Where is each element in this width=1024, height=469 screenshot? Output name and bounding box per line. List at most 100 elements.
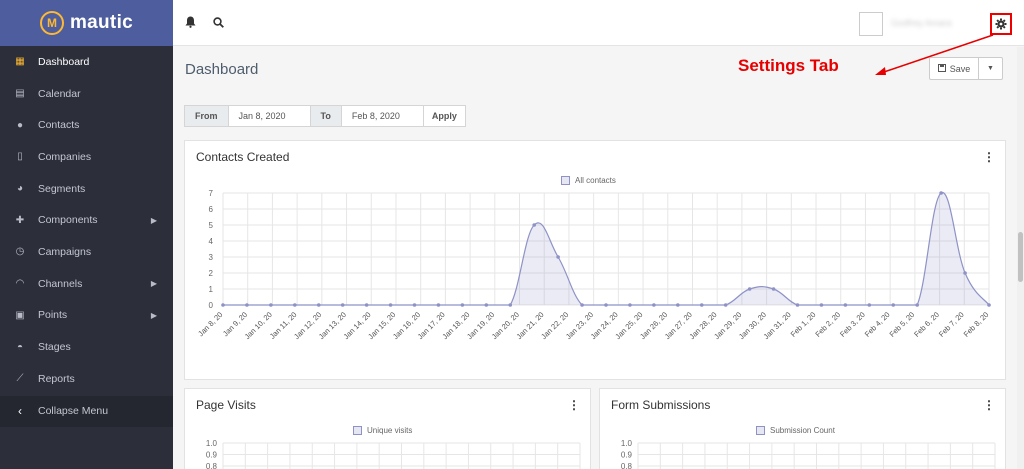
data-point[interactable] xyxy=(508,303,513,307)
sidebar-item-components[interactable]: ✚ Components ▶ xyxy=(0,204,173,236)
sidebar-item-label: Reports xyxy=(38,372,75,385)
x-tick-label: Feb 4, 20 xyxy=(863,310,892,339)
sidebar-item-label: Channels xyxy=(38,277,83,290)
sidebar-item-contacts[interactable]: ● Contacts xyxy=(0,109,173,141)
data-point[interactable] xyxy=(628,303,632,307)
legend-swatch xyxy=(561,176,570,185)
data-point[interactable] xyxy=(556,255,560,259)
sidebar-item-calendar[interactable]: ▤ Calendar xyxy=(0,78,173,110)
y-tick-label: 3 xyxy=(209,253,214,262)
widget-title: Contacts Created xyxy=(196,150,290,164)
y-tick-label: 0.8 xyxy=(621,462,633,469)
data-point[interactable] xyxy=(245,303,249,307)
save-button[interactable]: Save xyxy=(929,57,979,80)
sidebar-item-label: Calendar xyxy=(38,87,81,100)
data-point[interactable] xyxy=(987,303,991,307)
avatar[interactable] xyxy=(859,12,883,36)
username[interactable]: Godfrey Amara xyxy=(891,18,952,28)
sidebar: M mautic ▦ Dashboard ▤ Calendar ● Contacts ▯ Co… xyxy=(0,0,173,469)
chart-legend[interactable]: All contacts xyxy=(561,176,616,185)
scrollbar[interactable] xyxy=(1017,47,1024,469)
save-button-group: Save ▼ xyxy=(929,57,1003,80)
y-tick-label: 1.0 xyxy=(621,439,633,448)
rss-icon: ◠ xyxy=(15,278,25,290)
search-icon[interactable] xyxy=(211,15,225,29)
data-point[interactable] xyxy=(412,303,417,307)
chart-legend[interactable]: Submission Count xyxy=(756,426,835,435)
sidebar-nav: ▦ Dashboard ▤ Calendar ● Contacts ▯ Companies ◕ S… xyxy=(0,46,173,428)
data-point[interactable] xyxy=(293,303,297,307)
widget-menu-icon[interactable]: ⋮ xyxy=(983,150,995,164)
sidebar-item-channels[interactable]: ◠ Channels ▶ xyxy=(0,268,173,300)
y-tick-label: 0 xyxy=(209,301,214,310)
data-point[interactable] xyxy=(819,303,824,307)
save-icon xyxy=(937,63,946,74)
data-point[interactable] xyxy=(676,303,680,307)
data-point[interactable] xyxy=(723,303,728,307)
sidebar-item-stages[interactable]: ◓ Stages xyxy=(0,331,173,363)
data-point[interactable] xyxy=(867,303,872,307)
data-point[interactable] xyxy=(771,287,776,291)
x-tick-label: Feb 2, 20 xyxy=(813,310,842,339)
mautic-logo-icon: M xyxy=(39,11,64,35)
collapse-label: Collapse Menu xyxy=(38,405,109,418)
legend-label: All contacts xyxy=(575,176,616,185)
save-dropdown-button[interactable]: ▼ xyxy=(979,57,1003,80)
brand-header[interactable]: M mautic xyxy=(0,0,173,46)
scrollbar-thumb[interactable] xyxy=(1018,232,1023,282)
bell-icon[interactable] xyxy=(183,15,197,29)
sidebar-item-reports[interactable]: ⟋ Reports xyxy=(0,363,173,395)
y-tick-label: 0.9 xyxy=(621,451,633,460)
calculator-icon: ▣ xyxy=(15,309,25,321)
caret-right-icon: ▶ xyxy=(150,310,157,320)
puzzle-icon: ✚ xyxy=(15,214,25,226)
data-point[interactable] xyxy=(221,303,225,307)
sidebar-item-companies[interactable]: ▯ Companies xyxy=(0,141,173,173)
x-tick-label: Feb 7, 20 xyxy=(937,310,966,339)
apply-button[interactable]: Apply xyxy=(431,111,457,121)
building-icon: ▯ xyxy=(17,151,23,163)
topbar: Godfrey Amara xyxy=(173,0,1024,46)
form-submissions-widget: Form Submissions ⋮ Submission Count 1.0 0… xyxy=(599,388,1006,469)
to-label: To xyxy=(310,106,342,126)
data-point[interactable] xyxy=(269,303,273,307)
y-tick-label: 0.9 xyxy=(206,451,218,460)
data-point[interactable] xyxy=(316,303,321,307)
data-point[interactable] xyxy=(652,303,656,307)
sidebar-item-label: Campaigns xyxy=(38,245,92,258)
clock-icon: ◷ xyxy=(15,246,25,258)
x-tick-label: Feb 8, 20 xyxy=(962,310,991,339)
chevron-left-icon: ‹ xyxy=(18,404,22,419)
widget-menu-icon[interactable]: ⋮ xyxy=(568,398,580,412)
data-point[interactable] xyxy=(699,303,704,307)
data-point[interactable] xyxy=(939,191,943,195)
x-tick-label: Feb 5, 20 xyxy=(888,310,917,339)
to-date-input[interactable]: Feb 8, 2020 xyxy=(342,106,424,126)
data-point[interactable] xyxy=(963,271,967,275)
data-point[interactable] xyxy=(580,303,584,307)
data-point[interactable] xyxy=(604,303,608,307)
data-point[interactable] xyxy=(388,303,393,307)
data-point[interactable] xyxy=(364,303,369,307)
data-point[interactable] xyxy=(460,303,465,307)
sidebar-item-segments[interactable]: ◕ Segments xyxy=(0,173,173,205)
data-point[interactable] xyxy=(484,303,489,307)
data-point[interactable] xyxy=(340,303,345,307)
legend-label: Unique visits xyxy=(367,426,413,435)
widget-menu-icon[interactable]: ⋮ xyxy=(983,398,995,412)
collapse-menu-button[interactable]: ‹ Collapse Menu xyxy=(0,395,173,428)
data-point[interactable] xyxy=(532,223,536,227)
chart-legend[interactable]: Unique visits xyxy=(353,426,412,435)
sidebar-item-campaigns[interactable]: ◷ Campaigns xyxy=(0,236,173,268)
sidebar-item-dashboard[interactable]: ▦ Dashboard xyxy=(0,46,173,78)
data-point[interactable] xyxy=(747,287,752,291)
data-point[interactable] xyxy=(915,303,919,307)
data-point[interactable] xyxy=(795,303,800,307)
from-date-input[interactable]: Jan 8, 2020 xyxy=(229,106,311,126)
data-point[interactable] xyxy=(843,303,848,307)
data-point[interactable] xyxy=(436,303,441,307)
data-point[interactable] xyxy=(891,303,896,307)
dashboard-icon: ▦ xyxy=(15,56,25,68)
sidebar-item-points[interactable]: ▣ Points ▶ xyxy=(0,300,173,332)
gear-icon[interactable] xyxy=(990,13,1012,35)
